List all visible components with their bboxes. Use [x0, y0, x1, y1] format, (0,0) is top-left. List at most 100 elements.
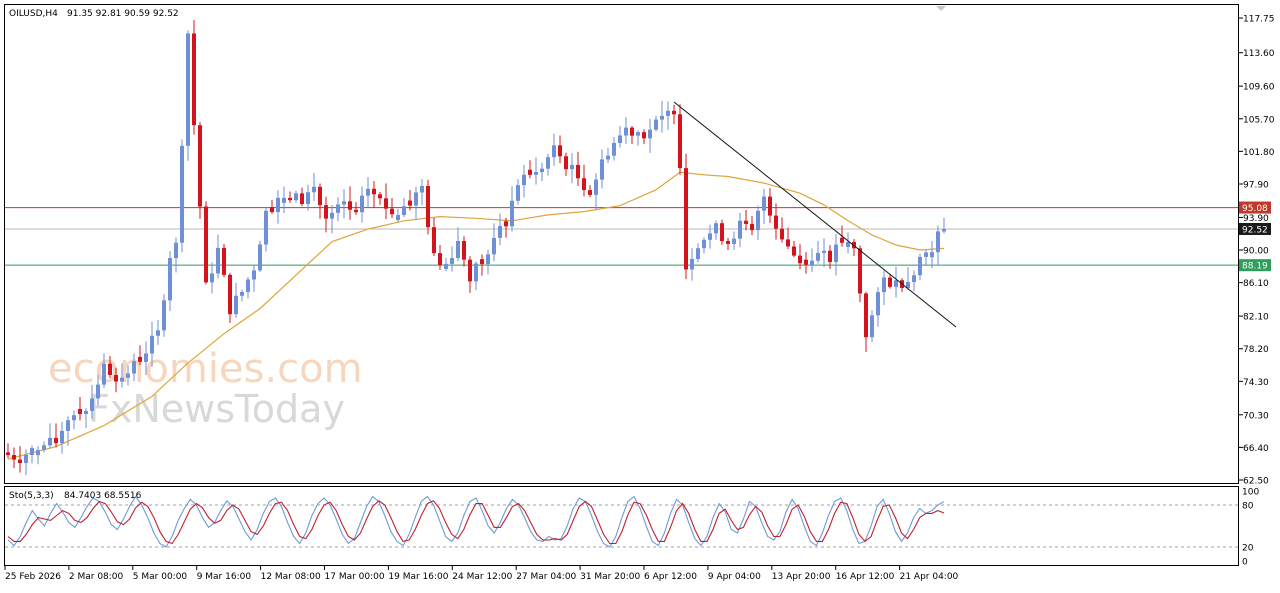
candle-bull — [36, 450, 40, 456]
price-tick-label: 113.60 — [1243, 49, 1275, 59]
candle-bear — [744, 220, 748, 224]
candle-bear — [390, 208, 394, 215]
candle-bull — [906, 282, 910, 288]
candle-bear — [54, 437, 58, 444]
ohlc-values: 91.35 92.81 90.59 92.52 — [67, 9, 179, 19]
stoch-values: 84.7403 68.5516 — [64, 491, 142, 501]
candle-bull — [894, 280, 898, 287]
price-tick-label: 97.90 — [1243, 180, 1269, 190]
watermark-economies: economies.com — [48, 346, 363, 392]
resistance-price-tag — [1239, 201, 1271, 214]
candle-bull — [24, 454, 28, 464]
candle-bull — [510, 200, 514, 227]
candle-bear — [792, 246, 796, 256]
price-tick-label: 62.50 — [1243, 477, 1269, 487]
candle-bull — [252, 270, 256, 280]
resistance-price-label: 95.08 — [1242, 204, 1268, 214]
candle-bear — [408, 200, 412, 206]
candle-bear — [222, 247, 226, 275]
candle-bull — [666, 110, 670, 116]
candle-bear — [462, 240, 466, 260]
level-labels: 95.08 92.52 88.19 — [1239, 201, 1271, 272]
time-tick-label: 19 Mar 16:00 — [388, 572, 448, 582]
stoch-name: Sto(5,3,3) — [9, 491, 54, 501]
candle-bull — [234, 295, 238, 315]
candles — [6, 20, 946, 476]
candle-bull — [366, 188, 370, 196]
price-axis: 117.75 113.60 109.60 105.70 101.80 97.90 93.90… — [1239, 15, 1275, 487]
candle-bull — [306, 192, 310, 205]
candle-bull — [144, 353, 148, 362]
candle-bull — [714, 223, 718, 234]
price-tick-label: 78.20 — [1243, 345, 1269, 355]
stoch-tick-label: 100 — [1242, 488, 1259, 498]
candle-bull — [240, 291, 244, 296]
price-tick-label: 105.70 — [1243, 115, 1275, 125]
time-tick-label: 5 Mar 00:00 — [133, 572, 188, 582]
candle-bull — [522, 174, 526, 186]
horizontal-levels — [5, 207, 1238, 266]
candle-bear — [18, 459, 22, 464]
candle-bull — [360, 195, 364, 213]
candle-bull — [60, 430, 64, 444]
price-tick-label: 66.40 — [1243, 444, 1269, 454]
candle-bull — [654, 119, 658, 130]
candle-bull — [936, 231, 940, 253]
candle-bull — [756, 210, 760, 231]
candle-bull — [624, 127, 628, 136]
candle-bull — [552, 145, 556, 158]
candle-bull — [96, 384, 100, 399]
candle-bull — [834, 244, 838, 263]
scroll-marker-icon[interactable] — [936, 6, 946, 11]
price-tick-label: 117.75 — [1243, 15, 1275, 25]
candle-bear — [426, 186, 430, 228]
time-axis: 25 Feb 2026 2 Mar 08:00 5 Mar 00:00 9 Mar 1… — [4, 566, 959, 582]
candle-bull — [162, 300, 166, 331]
candle-bull — [474, 263, 478, 282]
support-price-tag — [1239, 259, 1271, 272]
candle-bull — [456, 240, 460, 259]
time-tick-label: 9 Apr 04:00 — [708, 572, 761, 582]
candle-bull — [738, 220, 742, 239]
candle-bull — [420, 186, 424, 193]
time-tick-label: 9 Mar 16:00 — [197, 572, 252, 582]
candle-bear — [828, 250, 832, 263]
candle-bull — [258, 244, 262, 271]
candle-bull — [156, 330, 160, 336]
candle-bear — [288, 197, 292, 201]
candle-bear — [774, 215, 778, 229]
candle-bear — [192, 33, 196, 126]
candle-bull — [84, 410, 88, 414]
candle-bull — [210, 273, 214, 283]
candle-bull — [450, 258, 454, 264]
candle-bull — [102, 363, 106, 385]
candle-bear — [768, 196, 772, 216]
candle-bear — [642, 132, 646, 139]
candle-bull — [618, 135, 622, 143]
candle-bull — [696, 248, 700, 259]
candle-bull — [120, 377, 124, 382]
candle-bear — [108, 363, 112, 375]
candle-bull — [924, 252, 928, 257]
candle-bull — [816, 252, 820, 261]
candle-bull — [822, 250, 826, 253]
ma-line — [7, 171, 945, 460]
candle-bull — [534, 171, 538, 175]
descending-trendline[interactable] — [673, 101, 957, 328]
candle-bear — [12, 455, 16, 460]
candle-bear — [198, 125, 202, 207]
candle-bear — [588, 190, 592, 195]
candle-bear — [798, 255, 802, 264]
candle-bull — [540, 168, 544, 172]
candle-bear — [354, 209, 358, 213]
trendline-group[interactable] — [673, 101, 957, 328]
watermark-fxnewstoday: FxNewsToday — [88, 387, 345, 431]
candle-bull — [492, 237, 496, 255]
price-tick-label: 93.90 — [1243, 214, 1269, 224]
candle-bear — [780, 228, 784, 240]
candle-bear — [372, 188, 376, 195]
candle-bull — [132, 361, 136, 374]
candle-bull — [336, 204, 340, 213]
price-tick-label: 90.00 — [1243, 247, 1269, 257]
